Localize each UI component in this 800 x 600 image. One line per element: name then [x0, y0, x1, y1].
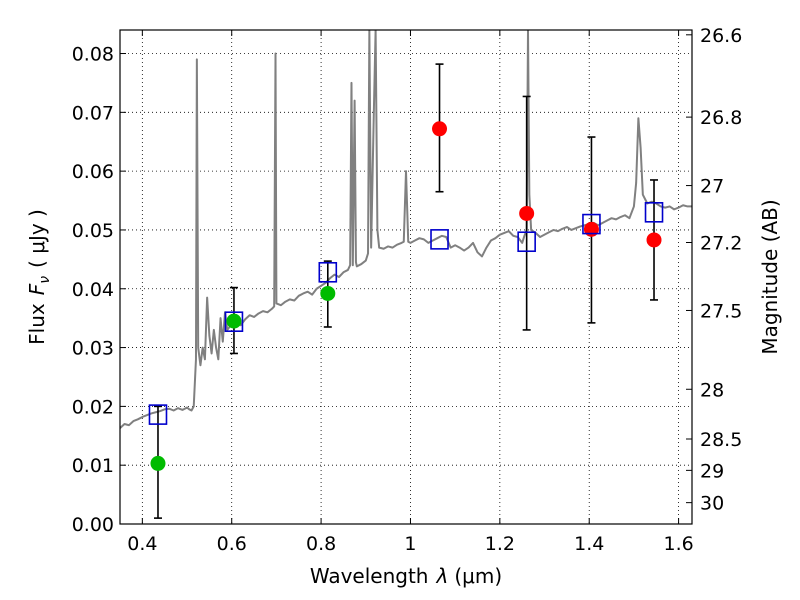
y-axis-label: FluxFν( μJy )	[25, 209, 53, 345]
y-tick-label: 0.07	[72, 102, 114, 124]
model-photometry-point	[430, 229, 449, 250]
y2-tick-label: 26.6	[700, 25, 742, 47]
detections-red-point	[583, 221, 599, 237]
x-axis-label: Wavelength λ (μm)	[310, 564, 502, 588]
y2-tick-label: 28	[700, 379, 724, 401]
x-tick-label: 1.2	[485, 533, 515, 555]
detections-red-point	[432, 121, 448, 137]
y-tick-label: 0.08	[72, 44, 114, 66]
model-photometry-point	[582, 213, 601, 235]
y2-tick-labels: 26.6 26.8 27 27.2 27.5 28 28.5 29 30	[700, 25, 742, 515]
model-photometry-point	[644, 202, 664, 223]
axis-ticks	[120, 30, 692, 525]
y-tick-label: 0.03	[72, 338, 114, 360]
x-tick-label: 1.6	[663, 533, 693, 555]
y-tick-labels: 0.00 0.01 0.02 0.03 0.04 0.05 0.06 0.07 0.08	[72, 44, 114, 536]
model-photometry-point	[517, 231, 536, 253]
y-tick-label: 0.00	[72, 514, 114, 536]
y-tick-label: 0.05	[72, 220, 114, 242]
marker-layer	[148, 121, 664, 471]
y2-tick-label: 29	[700, 460, 724, 482]
x-tick-label: 0.4	[127, 533, 157, 555]
detections-green-point	[150, 455, 166, 471]
y2-tick-label: 27.2	[700, 233, 742, 255]
x-tick-label: 0.6	[217, 533, 247, 555]
model-photometry-point	[224, 311, 244, 332]
y2-tick-label: 26.8	[700, 107, 742, 129]
plot-frame	[119, 29, 693, 525]
y2-tick-label: 30	[700, 493, 724, 515]
y-tick-label: 0.04	[72, 279, 114, 301]
x-tick-label: 1.4	[574, 533, 604, 555]
y-tick-label: 0.06	[72, 161, 114, 183]
y-tick-label: 0.02	[72, 396, 114, 418]
y2-axis-label: Magnitude (AB)	[758, 199, 782, 354]
y2-tick-label: 27	[700, 176, 724, 198]
detections-red-point	[646, 232, 662, 248]
detections-red-point	[519, 205, 535, 221]
y2-tick-label: 28.5	[700, 429, 742, 451]
detections-green-point	[226, 313, 242, 329]
x-tick-label: 0.8	[306, 533, 336, 555]
model-photometry-point	[148, 404, 168, 425]
y2-tick-label: 27.5	[700, 300, 742, 322]
x-tick-labels: 0.4 0.6 0.8 1 1.2 1.4 1.6	[127, 533, 693, 555]
detections-green-point	[320, 285, 336, 301]
model-photometry-point	[318, 261, 338, 283]
y-tick-label: 0.01	[72, 455, 114, 477]
x-tick-label: 1	[404, 533, 416, 555]
